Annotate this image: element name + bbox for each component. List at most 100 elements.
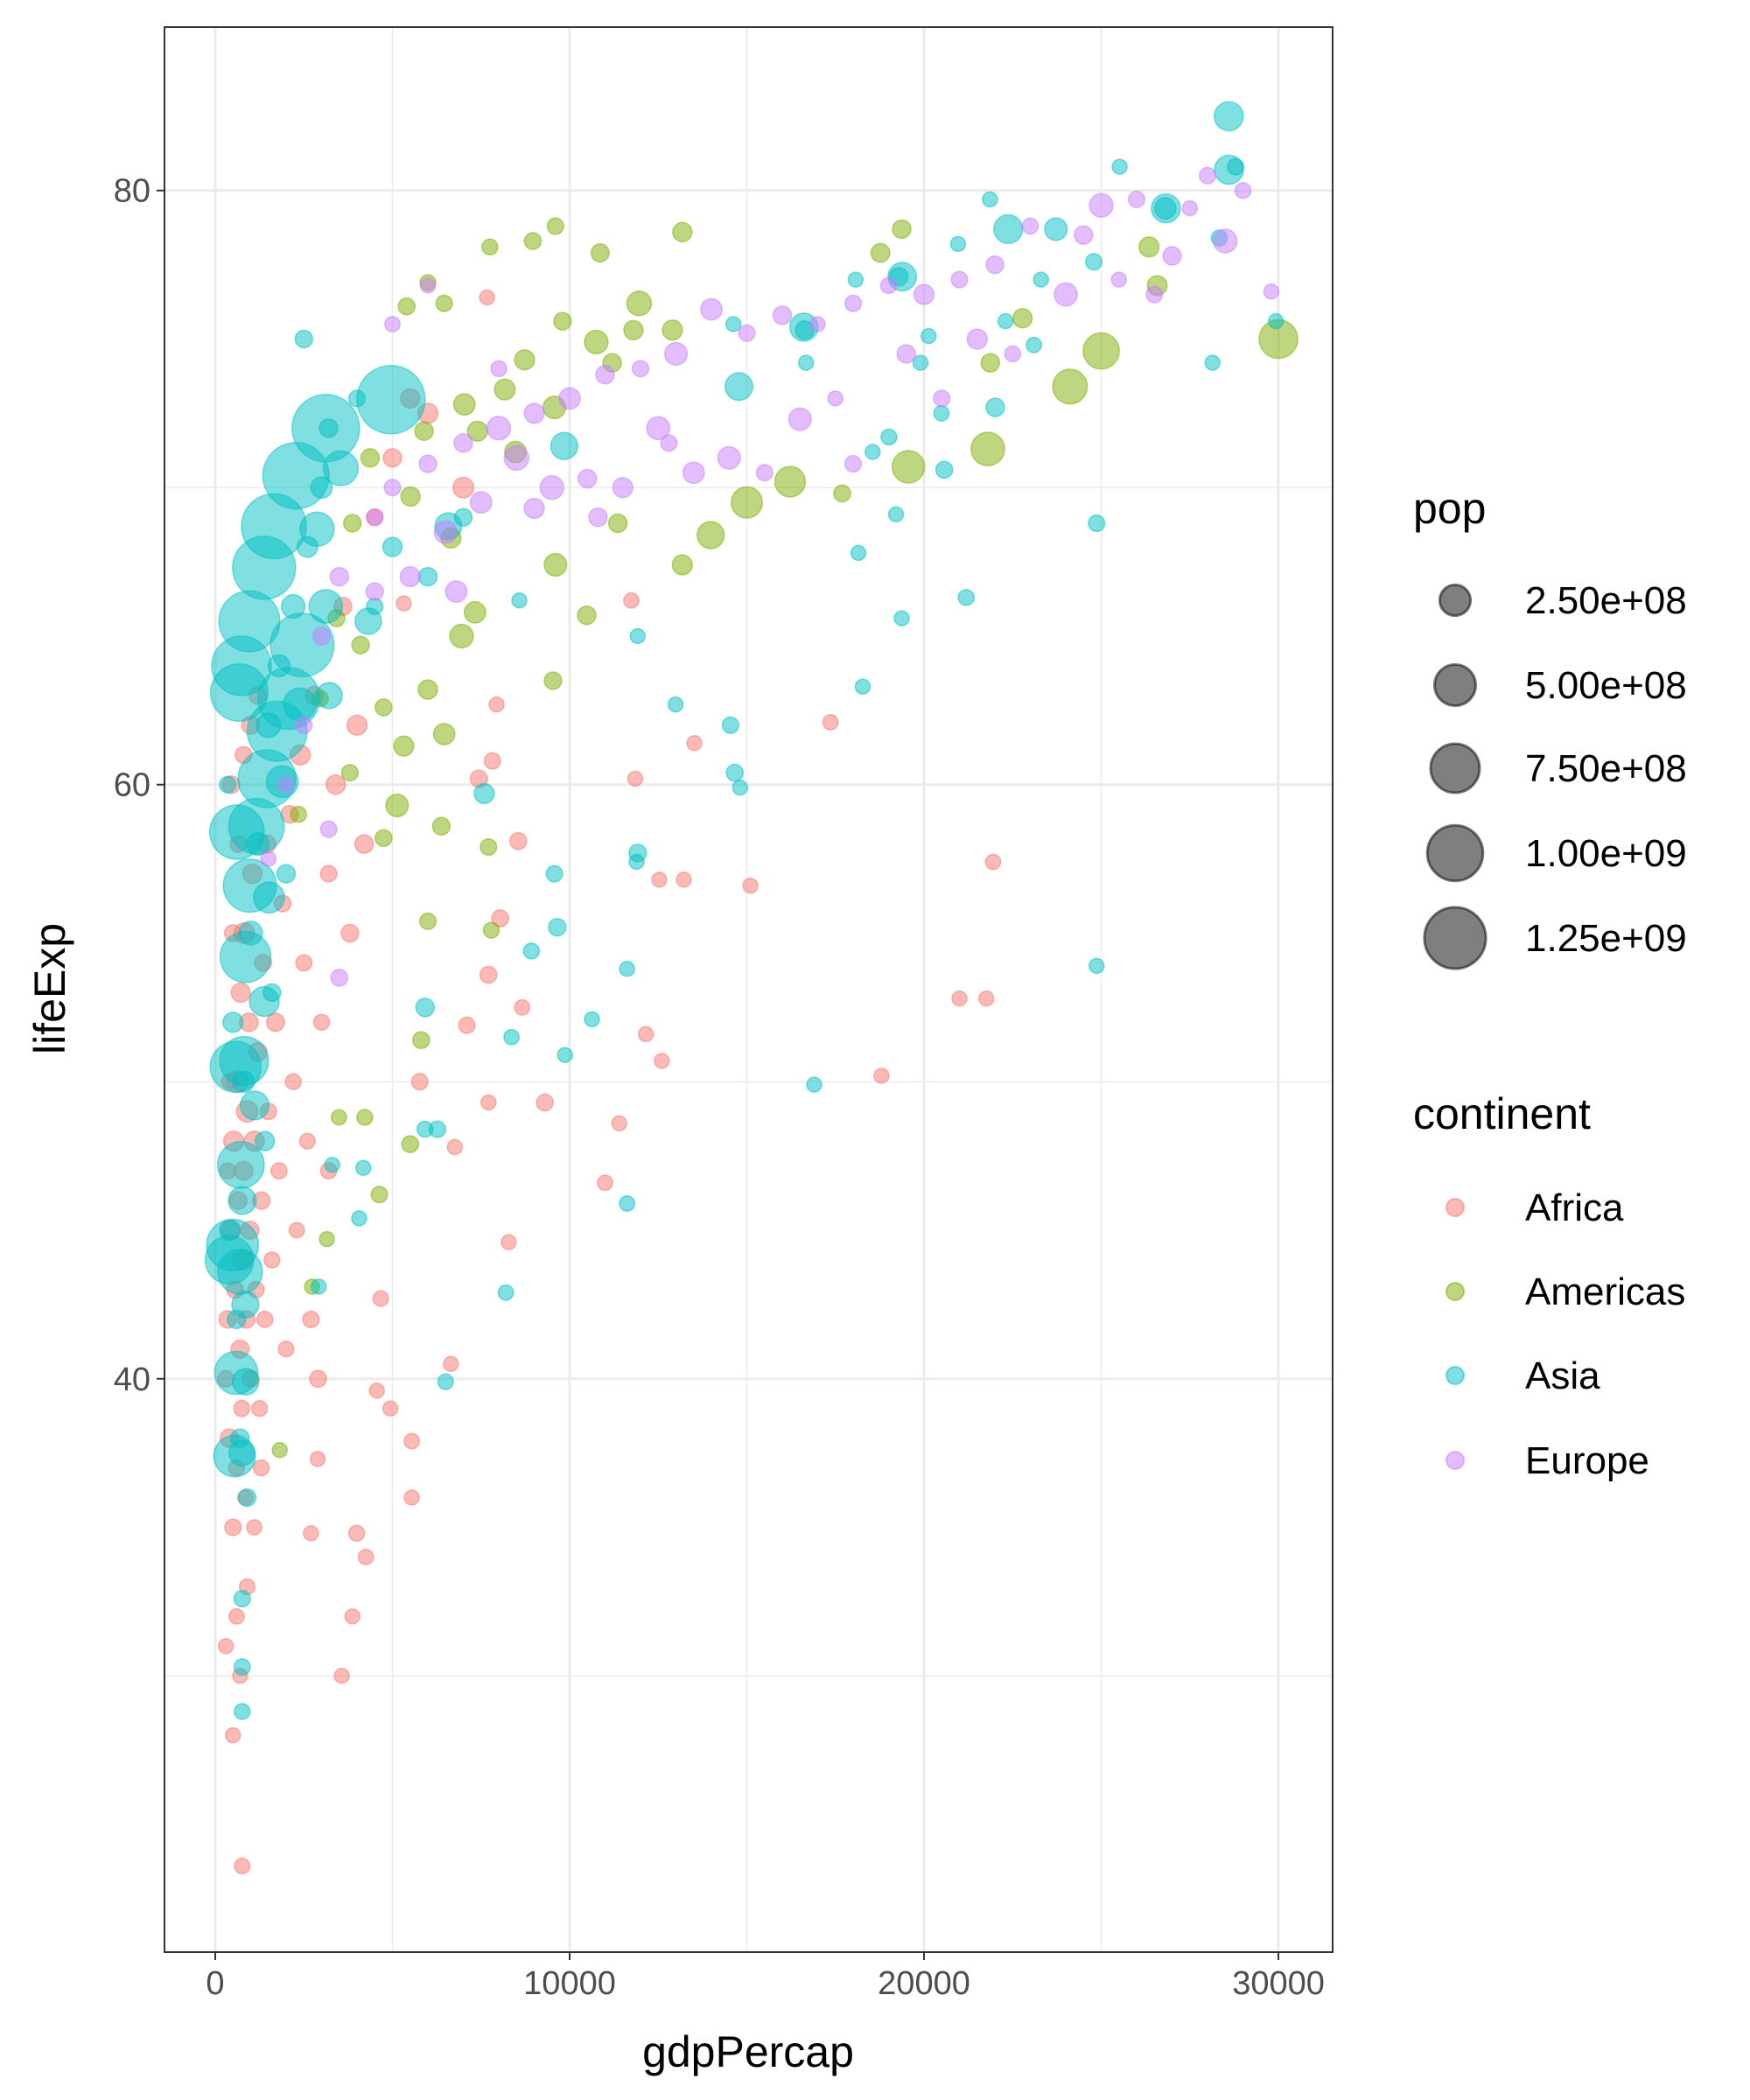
data-point-europe <box>1004 345 1022 363</box>
data-point-africa <box>500 1234 517 1250</box>
data-point-asia <box>296 536 318 558</box>
data-point-americas <box>523 232 542 250</box>
data-point-europe <box>319 820 338 838</box>
data-point-asia <box>982 191 998 208</box>
data-point-africa <box>256 1310 274 1328</box>
data-point-europe <box>985 255 1004 275</box>
data-point-americas <box>397 297 416 316</box>
data-point-africa <box>676 872 692 888</box>
color-legend-label: Europe <box>1525 1439 1649 1482</box>
data-point-asia <box>797 354 815 371</box>
data-point-asia <box>246 832 270 857</box>
data-point-europe <box>717 445 741 470</box>
data-point-asia <box>233 1703 251 1720</box>
size-legend-key <box>1432 662 1478 708</box>
data-point-africa <box>686 734 703 752</box>
data-point-europe <box>663 341 689 367</box>
data-point-africa <box>246 1519 262 1536</box>
data-point-europe <box>539 475 564 500</box>
data-point-americas <box>411 1031 430 1050</box>
data-point-africa <box>224 1518 242 1536</box>
color-legend-label: Africa <box>1525 1186 1624 1229</box>
data-point-europe <box>1198 166 1217 185</box>
data-point-asia <box>548 917 567 937</box>
data-point-africa <box>325 774 346 795</box>
data-point-asia <box>1084 253 1103 271</box>
data-point-africa <box>623 592 640 609</box>
data-point-africa <box>344 1608 360 1625</box>
data-point-americas <box>452 393 476 416</box>
data-point-asia <box>232 1070 256 1094</box>
data-point-asia <box>854 678 872 695</box>
data-point-africa <box>309 1451 326 1467</box>
data-point-africa <box>333 1668 350 1684</box>
data-point-asia <box>619 1195 636 1212</box>
data-point-asia <box>239 1090 270 1121</box>
data-point-americas <box>1012 307 1033 329</box>
data-point-africa <box>265 1012 285 1032</box>
data-point-africa <box>873 1068 890 1084</box>
data-point-americas <box>393 735 415 757</box>
data-point-asia <box>230 1428 250 1448</box>
data-point-americas <box>584 329 609 355</box>
size-legend-key <box>1423 906 1488 970</box>
data-point-asia <box>497 1284 514 1301</box>
data-point-asia <box>253 881 285 914</box>
data-point-asia <box>238 920 263 946</box>
data-point-africa <box>224 1726 242 1744</box>
data-point-africa <box>357 1549 374 1565</box>
data-point-asia <box>1153 197 1177 220</box>
data-point-africa <box>368 1382 385 1399</box>
data-point-asia <box>550 431 579 460</box>
data-point-asia <box>276 864 297 884</box>
data-point-europe <box>490 360 508 378</box>
data-point-asia <box>382 536 403 557</box>
data-point-americas <box>730 486 764 519</box>
data-point-africa <box>228 1607 245 1625</box>
data-point-asia <box>724 316 742 332</box>
data-point-americas <box>449 623 474 649</box>
data-point-europe <box>1263 283 1280 300</box>
data-point-americas <box>271 1441 288 1459</box>
size-legend-label: 1.25e+09 <box>1525 917 1687 960</box>
data-point-africa <box>403 1489 420 1506</box>
data-point-americas <box>980 353 1001 373</box>
data-point-asia <box>217 1249 263 1295</box>
data-point-europe <box>646 416 671 441</box>
data-point-europe <box>365 582 384 601</box>
data-point-americas <box>480 837 498 857</box>
data-point-americas <box>662 319 683 341</box>
data-point-europe <box>558 387 581 410</box>
size-legend-title: pop <box>1413 484 1486 533</box>
data-point-africa <box>234 1857 251 1875</box>
data-point-europe <box>384 316 401 332</box>
data-point-europe <box>1234 181 1252 200</box>
data-point-europe <box>523 497 545 520</box>
panel-border <box>164 26 1334 1953</box>
data-point-africa <box>626 770 644 788</box>
data-point-asia <box>1026 336 1043 354</box>
data-point-africa <box>611 1115 627 1132</box>
data-point-europe <box>503 444 529 472</box>
data-point-europe <box>682 461 705 485</box>
data-point-africa <box>514 998 531 1016</box>
x-tick-label: 20000 <box>878 1965 970 2002</box>
data-point-americas <box>318 1230 335 1248</box>
data-point-asia <box>887 506 905 523</box>
data-point-africa <box>452 476 475 499</box>
data-point-americas <box>432 723 456 746</box>
size-legend-label: 5.00e+08 <box>1525 664 1687 707</box>
data-point-africa <box>347 1524 366 1543</box>
data-point-africa <box>443 1355 459 1373</box>
data-point-americas <box>385 793 410 818</box>
data-point-africa <box>284 1073 302 1091</box>
data-point-asia <box>216 1140 265 1189</box>
data-point-africa <box>298 1132 316 1150</box>
data-points <box>204 101 1298 1875</box>
color-legend-key-americas <box>1446 1282 1465 1301</box>
data-point-europe <box>595 364 615 385</box>
data-point-asia <box>628 853 645 871</box>
data-point-europe <box>1088 192 1114 218</box>
data-point-americas <box>891 450 926 484</box>
data-point-asia <box>415 998 436 1018</box>
